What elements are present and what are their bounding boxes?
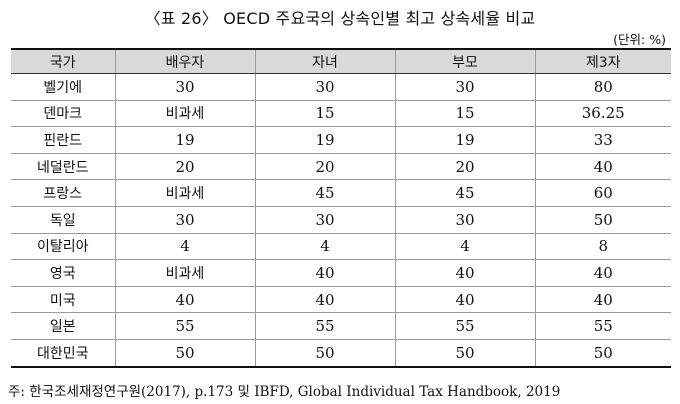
cell-children: 40 xyxy=(254,259,395,287)
cell-country: 영국 xyxy=(11,259,115,287)
table-row: 대한민국 50 50 50 50 xyxy=(11,339,671,368)
cell-third-party: 40 xyxy=(534,259,671,287)
table-row: 영국 비과세 40 40 40 xyxy=(11,259,671,287)
cell-country: 핀란드 xyxy=(11,126,115,154)
table-row: 핀란드 19 19 19 33 xyxy=(11,126,671,154)
cell-country: 대한민국 xyxy=(11,339,115,368)
cell-third-party: 50 xyxy=(534,339,671,368)
cell-third-party: 36.25 xyxy=(534,100,671,128)
cell-country: 프랑스 xyxy=(11,179,115,207)
header-third-party: 제3자 xyxy=(534,48,671,74)
table-row: 덴마크 비과세 15 15 36.25 xyxy=(11,100,671,128)
cell-parents: 4 xyxy=(394,233,535,261)
table-row: 프랑스 비과세 45 45 60 xyxy=(11,179,671,207)
table-title: 〈표 26〉 OECD 주요국의 상속인별 최고 상속세율 비교 xyxy=(144,9,536,28)
header-children: 자녀 xyxy=(254,48,395,74)
cell-third-party: 80 xyxy=(534,73,671,101)
cell-parents: 40 xyxy=(394,286,535,314)
cell-country: 네덜란드 xyxy=(11,153,115,181)
table-row: 이탈리아 4 4 4 8 xyxy=(11,233,671,261)
cell-spouse: 40 xyxy=(114,286,255,314)
cell-spouse: 비과세 xyxy=(114,100,255,128)
cell-spouse: 4 xyxy=(114,233,255,261)
cell-third-party: 60 xyxy=(534,179,671,207)
cell-spouse: 20 xyxy=(114,153,255,181)
cell-parents: 20 xyxy=(394,153,535,181)
cell-parents: 15 xyxy=(394,100,535,128)
cell-third-party: 55 xyxy=(534,312,671,340)
cell-third-party: 33 xyxy=(534,126,671,154)
cell-parents: 30 xyxy=(394,73,535,101)
cell-spouse: 50 xyxy=(114,339,255,368)
table-row: 벨기에 30 30 30 80 xyxy=(11,73,671,101)
header-country: 국가 xyxy=(11,48,115,74)
cell-country: 독일 xyxy=(11,206,115,234)
cell-parents: 30 xyxy=(394,206,535,234)
cell-spouse: 30 xyxy=(114,206,255,234)
source-note: 주: 한국조세재정연구원(2017), p.173 및 IBFD, Global… xyxy=(8,384,561,400)
cell-country: 미국 xyxy=(11,286,115,314)
cell-spouse: 비과세 xyxy=(114,259,255,287)
cell-children: 40 xyxy=(254,286,395,314)
cell-country: 이탈리아 xyxy=(11,233,115,261)
cell-children: 30 xyxy=(254,206,395,234)
cell-children: 45 xyxy=(254,179,395,207)
cell-children: 30 xyxy=(254,73,395,101)
cell-children: 55 xyxy=(254,312,395,340)
inheritance-tax-table: 국가 배우자 자녀 부모 제3자 벨기에 30 30 30 80 덴마크 비과세 15 15 36… xyxy=(11,48,671,368)
cell-parents: 55 xyxy=(394,312,535,340)
cell-children: 4 xyxy=(254,233,395,261)
cell-third-party: 50 xyxy=(534,206,671,234)
cell-third-party: 40 xyxy=(534,286,671,314)
cell-country: 벨기에 xyxy=(11,73,115,101)
header-parents: 부모 xyxy=(394,48,535,74)
cell-country: 일본 xyxy=(11,312,115,340)
cell-country: 덴마크 xyxy=(11,100,115,128)
cell-third-party: 8 xyxy=(534,233,671,261)
table-row: 독일 30 30 30 50 xyxy=(11,206,671,234)
header-spouse: 배우자 xyxy=(114,48,255,74)
cell-parents: 45 xyxy=(394,179,535,207)
cell-parents: 19 xyxy=(394,126,535,154)
cell-spouse: 19 xyxy=(114,126,255,154)
table-body: 벨기에 30 30 30 80 덴마크 비과세 15 15 36.25 핀란드 19 19 19 33 네덜란… xyxy=(11,73,671,368)
cell-spouse: 55 xyxy=(114,312,255,340)
cell-parents: 40 xyxy=(394,259,535,287)
cell-parents: 50 xyxy=(394,339,535,368)
table-row: 일본 55 55 55 55 xyxy=(11,312,671,340)
cell-spouse: 비과세 xyxy=(114,179,255,207)
table-row: 미국 40 40 40 40 xyxy=(11,286,671,314)
cell-children: 50 xyxy=(254,339,395,368)
cell-third-party: 40 xyxy=(534,153,671,181)
cell-children: 19 xyxy=(254,126,395,154)
cell-spouse: 30 xyxy=(114,73,255,101)
cell-children: 20 xyxy=(254,153,395,181)
header-row: 국가 배우자 자녀 부모 제3자 xyxy=(11,48,671,74)
cell-children: 15 xyxy=(254,100,395,128)
unit-label: (단위: %) xyxy=(613,32,666,47)
table-row: 네덜란드 20 20 20 40 xyxy=(11,153,671,181)
